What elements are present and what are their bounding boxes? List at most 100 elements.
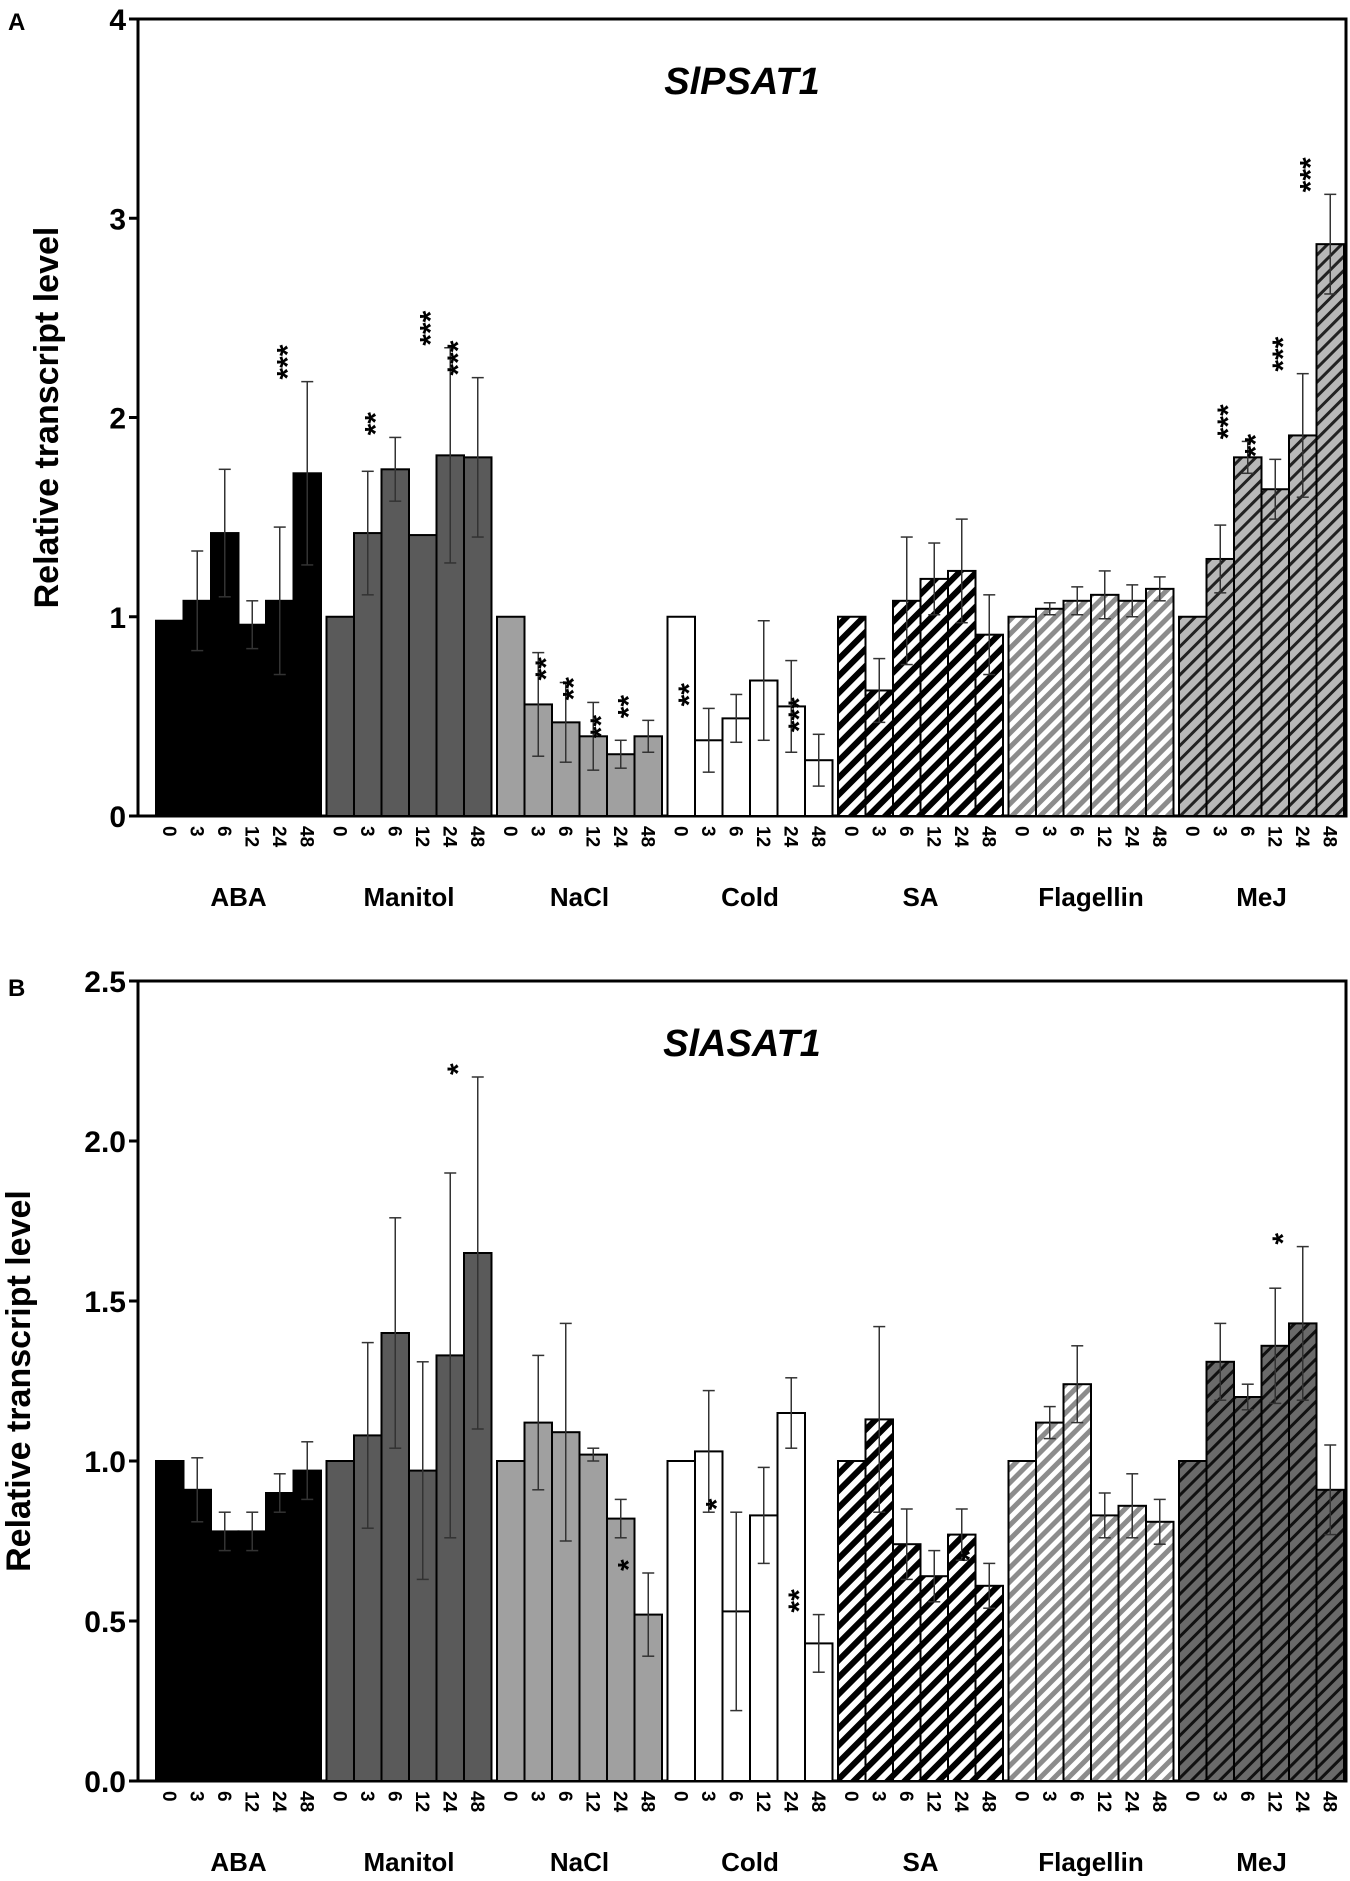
x-tick-label: 48 xyxy=(295,1791,316,1812)
y-axis-label: Relative transcript level xyxy=(28,227,66,609)
significance-label: ** xyxy=(612,695,645,719)
significance-label: ** xyxy=(585,715,618,739)
panel-letter: B xyxy=(8,975,25,1002)
x-tick-label: 12 xyxy=(1093,1791,1114,1812)
x-tick-label: 24 xyxy=(438,1791,459,1813)
bar xyxy=(666,1460,696,1782)
bar xyxy=(1233,456,1263,817)
bar xyxy=(1035,1421,1065,1782)
bar-group-flagellin: 0 3 6 12 24 48 Flagellin xyxy=(1007,570,1175,912)
x-tick-label: 3 xyxy=(697,1791,718,1802)
bar xyxy=(837,615,867,817)
x-tick-label: 0 xyxy=(328,826,349,837)
x-tick-label: 12 xyxy=(922,826,943,847)
x-tick-label: 24 xyxy=(438,826,459,848)
x-tick-label: 48 xyxy=(636,826,657,847)
bar xyxy=(496,615,526,817)
x-tick-label: 0 xyxy=(840,1791,861,1802)
bar xyxy=(1260,488,1290,817)
chart-title: SlASAT1 xyxy=(663,1023,821,1065)
panel-b: B SlASAT1 0.0 0.5 1.0 1.5 2.0 2.5 Relative trans… xyxy=(0,966,1348,1877)
x-tick-label: 48 xyxy=(466,1791,487,1812)
significance-label: ** xyxy=(1239,434,1272,458)
x-tick-label: 3 xyxy=(526,826,547,837)
x-tick-label: 48 xyxy=(977,1791,998,1812)
x-tick-label: 12 xyxy=(1263,826,1284,847)
bar xyxy=(292,1469,322,1782)
bar-group-cold: 0 3 * 6 12 24 ** 48 Cold xyxy=(666,1377,834,1877)
y-tick-label: 4 xyxy=(109,4,126,37)
bar xyxy=(1145,587,1175,817)
bar-group-cold: 0 ** 3 6 12 24 *** 48 Cold xyxy=(666,615,834,912)
bar xyxy=(892,1543,922,1782)
bar xyxy=(380,468,410,817)
x-tick-label: 0 xyxy=(669,826,690,837)
group-label: SA xyxy=(902,882,938,912)
bar-group-sa: 0 3 6 12 24 48 SA xyxy=(837,518,1004,912)
bar xyxy=(496,1460,526,1782)
bar xyxy=(919,577,949,818)
y-tick-label: 0 xyxy=(109,801,126,834)
x-tick-label: 24 xyxy=(268,826,289,848)
x-tick-label: 3 xyxy=(867,826,888,837)
bar xyxy=(1117,599,1147,817)
y-tick-label: 1.5 xyxy=(84,1286,126,1319)
x-tick-label: 12 xyxy=(752,1791,773,1812)
x-tick-label: 6 xyxy=(1065,1791,1086,1802)
bar-group-mej: 0 3 *** 6 ** 12 *** 24 *** 48 MeJ xyxy=(1178,157,1345,912)
x-tick-label: 0 xyxy=(1181,826,1202,837)
x-tick-label: 48 xyxy=(807,826,828,847)
bar-group-nacl: 0 3 6 12 24 * 48 NaCl xyxy=(496,1322,663,1877)
significance-label: *** xyxy=(783,697,816,732)
x-tick-label: 24 xyxy=(609,1791,630,1813)
x-tick-label: 12 xyxy=(922,1791,943,1812)
x-tick-label: 3 xyxy=(867,1791,888,1802)
bar xyxy=(1062,599,1092,817)
bar xyxy=(1090,593,1120,818)
bar xyxy=(947,1533,977,1782)
bar xyxy=(435,454,465,817)
bar xyxy=(1007,615,1037,817)
x-tick-label: 48 xyxy=(1318,1791,1339,1812)
y-tick-label: 3 xyxy=(109,203,126,236)
bar xyxy=(1007,1460,1037,1782)
bar xyxy=(1178,1460,1208,1782)
bar xyxy=(1117,1504,1147,1783)
x-tick-label: 3 xyxy=(1038,1791,1059,1802)
x-tick-label: 24 xyxy=(1120,826,1141,848)
bar xyxy=(408,534,438,817)
group-label: ABA xyxy=(210,882,267,912)
bar-group-sa: 0 3 6 12 24 * 48 SA xyxy=(837,1325,1004,1877)
x-tick-label: 0 xyxy=(1181,1791,1202,1802)
x-tick-label: 3 xyxy=(526,1791,547,1802)
x-tick-label: 0 xyxy=(840,826,861,837)
x-tick-label: 48 xyxy=(466,826,487,847)
y-tick-label: 1.0 xyxy=(84,1446,126,1479)
bar xyxy=(1035,607,1065,818)
group-label: Manitol xyxy=(364,1847,455,1876)
x-tick-label: 0 xyxy=(669,1791,690,1802)
significance-label: *** xyxy=(1212,404,1245,439)
x-tick-label: 0 xyxy=(158,1791,179,1802)
group-label: Flagellin xyxy=(1038,1847,1143,1876)
x-tick-label: 0 xyxy=(499,1791,520,1802)
group-label: SA xyxy=(902,1847,938,1876)
panel-letter: A xyxy=(8,9,25,36)
bar xyxy=(919,1575,949,1782)
x-tick-label: 12 xyxy=(581,826,602,847)
bar xyxy=(1233,1396,1263,1782)
bar xyxy=(1205,557,1235,818)
bar xyxy=(155,619,185,817)
x-tick-label: 12 xyxy=(411,1791,432,1812)
group-label: Cold xyxy=(721,882,779,912)
significance-label: ** xyxy=(557,677,590,701)
x-tick-label: 6 xyxy=(213,1791,234,1802)
x-tick-label: 3 xyxy=(697,826,718,837)
x-tick-label: 48 xyxy=(1148,826,1169,847)
y-tick-label: 2 xyxy=(109,403,126,436)
significance-label: * xyxy=(953,1549,986,1561)
x-tick-label: 0 xyxy=(328,1791,349,1802)
x-tick-label: 3 xyxy=(1208,826,1229,837)
x-tick-label: 12 xyxy=(1093,826,1114,847)
bar xyxy=(1315,243,1345,817)
